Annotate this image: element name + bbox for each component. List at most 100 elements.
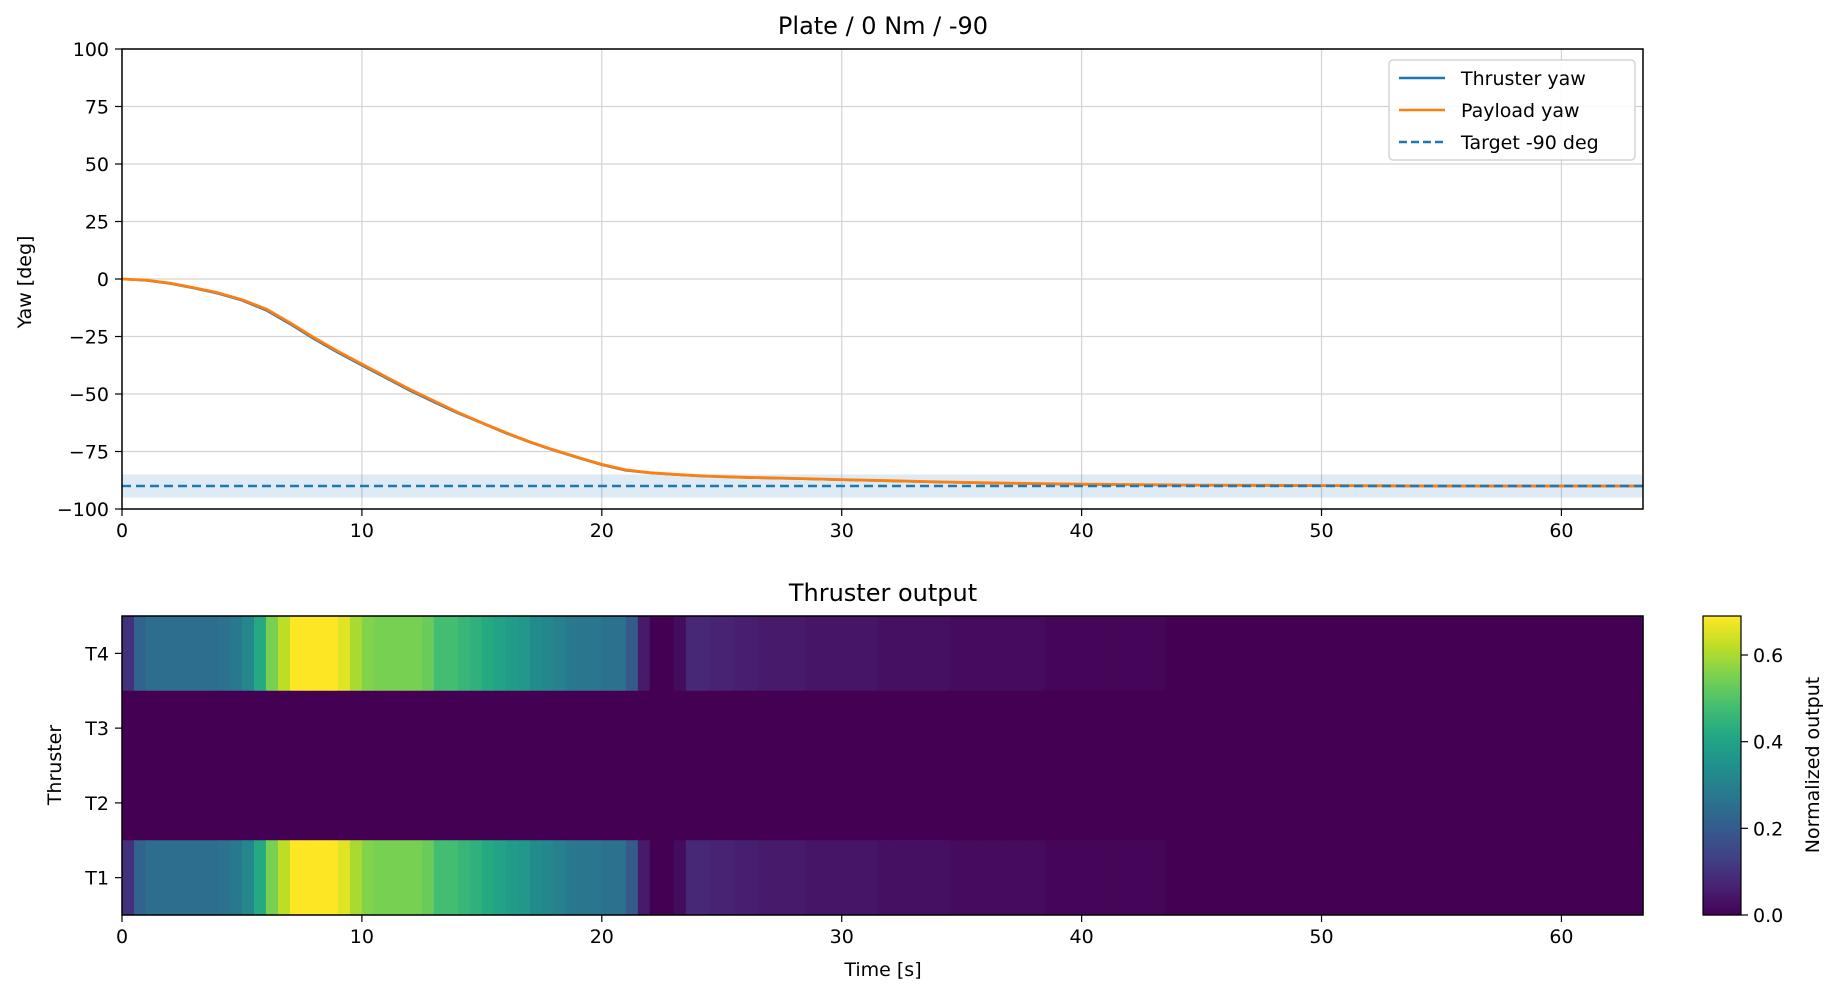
heatmap-cell-t4	[122, 616, 135, 692]
heatmap-cell-t1	[169, 840, 183, 916]
heatmap-cell-t1	[481, 840, 495, 916]
heatmap-cell-t3	[253, 690, 267, 766]
heatmap-cell-t2	[1081, 765, 1095, 841]
colorbar-step	[1703, 895, 1741, 899]
x-tick-label: 10	[350, 520, 374, 542]
colorbar-step	[1703, 743, 1741, 747]
heatmap-cell-t4	[805, 616, 819, 692]
colorbar-step	[1703, 870, 1741, 874]
heatmap-cell-t4	[997, 616, 1011, 692]
heatmap-cell-t1	[385, 840, 399, 916]
heatmap-cell-t3	[1309, 690, 1323, 766]
colorbar-step	[1703, 638, 1741, 642]
heatmap-cell-t3	[745, 690, 759, 766]
heatmap-cell-t4	[817, 616, 831, 692]
heatmap-cell-t3	[1069, 690, 1083, 766]
heatmap-cell-t1	[1501, 840, 1515, 916]
heatmap-cell-t2	[169, 765, 183, 841]
heatmap-cell-t1	[1081, 840, 1095, 916]
heatmap-x-tick-label: 40	[1070, 926, 1094, 948]
heatmap-cell-t4	[1009, 616, 1023, 692]
colorbar-step	[1703, 728, 1741, 732]
heatmap-cell-t4	[1357, 616, 1371, 692]
heatmap-cell-t2	[649, 765, 663, 841]
heatmap-cell-t3	[493, 690, 507, 766]
colorbar-tick-label: 0.0	[1753, 905, 1783, 927]
colorbar-step	[1703, 685, 1741, 689]
heatmap-cell-t1	[337, 840, 351, 916]
colorbar-step	[1703, 650, 1741, 654]
legend-box	[1388, 59, 1636, 161]
colorbar-step	[1703, 618, 1741, 622]
y-tick-label: 25	[85, 212, 109, 234]
heatmap-cell-t3	[913, 690, 927, 766]
heatmap-cell-t4	[229, 616, 243, 692]
heatmap-cell-t2	[541, 765, 555, 841]
heatmap-cell-t3	[433, 690, 447, 766]
heatmap-cell-t1	[1609, 840, 1623, 916]
x-tick-label: 0	[116, 520, 128, 542]
heatmap-cell-t1	[721, 840, 735, 916]
heatmap-cell-t4	[1129, 616, 1143, 692]
heatmap-cell-t4	[1117, 616, 1131, 692]
heatmap-cell-t3	[565, 690, 579, 766]
heatmap-cell-t3	[1249, 690, 1263, 766]
heatmap-cell-t2	[673, 765, 687, 841]
heatmap-row-label: T4	[84, 643, 109, 665]
heatmap-cell-t2	[769, 765, 783, 841]
heatmap-cell-t4	[349, 616, 363, 692]
y-tick-label: 50	[85, 154, 109, 176]
heatmap-cell-t1	[493, 840, 507, 916]
heatmap-cell-t4	[1633, 616, 1644, 692]
heatmap-cell-t2	[325, 765, 339, 841]
heatmap-cell-t3	[1621, 690, 1635, 766]
heatmap-cell-t3	[337, 690, 351, 766]
heatmap-cell-t4	[949, 616, 963, 692]
heatmap-cell-t3	[1513, 690, 1527, 766]
heatmap-cell-t1	[373, 840, 387, 916]
heatmap-cell-t4	[1333, 616, 1347, 692]
colorbar-tick-label: 0.6	[1753, 645, 1783, 667]
heatmap-cell-t2	[757, 765, 771, 841]
heatmap-cell-t3	[853, 690, 867, 766]
heatmap-cell-t1	[193, 840, 207, 916]
colorbar-step	[1703, 735, 1741, 739]
heatmap-cell-t4	[313, 616, 327, 692]
heatmap-cell-t2	[337, 765, 351, 841]
heatmap-cell-t1	[1465, 840, 1479, 916]
colorbar-step	[1703, 830, 1741, 834]
heatmap-cell-t1	[829, 840, 843, 916]
heatmap-cell-t1	[1453, 840, 1467, 916]
heatmap-cell-t1	[1033, 840, 1047, 916]
colorbar-step	[1703, 643, 1741, 647]
heatmap-cell-t1	[1633, 840, 1644, 916]
heatmap-cell-t3	[709, 690, 723, 766]
heatmap-cell-t1	[1165, 840, 1179, 916]
heatmap-cell-t1	[157, 840, 171, 916]
yaw-y-ticks: 100 75 50 25 0 −25 −50 −75 −100	[57, 39, 122, 521]
heatmap-cell-t2	[661, 765, 675, 841]
colorbar-step	[1703, 663, 1741, 667]
colorbar-step	[1703, 852, 1741, 856]
colorbar-step	[1703, 910, 1741, 914]
colorbar-step	[1703, 710, 1741, 714]
heatmap-cell-t1	[685, 840, 699, 916]
heatmap-cell-t4	[829, 616, 843, 692]
heatmap-cell-t1	[1333, 840, 1347, 916]
heatmap-cell-t2	[313, 765, 327, 841]
colorbar-step	[1703, 635, 1741, 640]
heatmap-cell-t4	[1105, 616, 1119, 692]
heatmap-cell-t3	[625, 690, 639, 766]
heatmap-cell-t4	[1501, 616, 1515, 692]
heatmap-cell-t1	[1249, 840, 1263, 916]
yaw-chart-title: Plate / 0 Nm / -90	[778, 12, 988, 40]
heatmap-cell-t1	[1273, 840, 1287, 916]
heatmap-cell-t3	[1285, 690, 1299, 766]
colorbar-step	[1703, 758, 1741, 762]
colorbar-step	[1703, 708, 1741, 712]
heatmap-cell-t4	[745, 616, 759, 692]
heatmap-cell-t1	[901, 840, 915, 916]
heatmap-cell-t3	[1153, 690, 1167, 766]
heatmap-cell-t1	[1093, 840, 1107, 916]
colorbar-step	[1703, 645, 1741, 649]
